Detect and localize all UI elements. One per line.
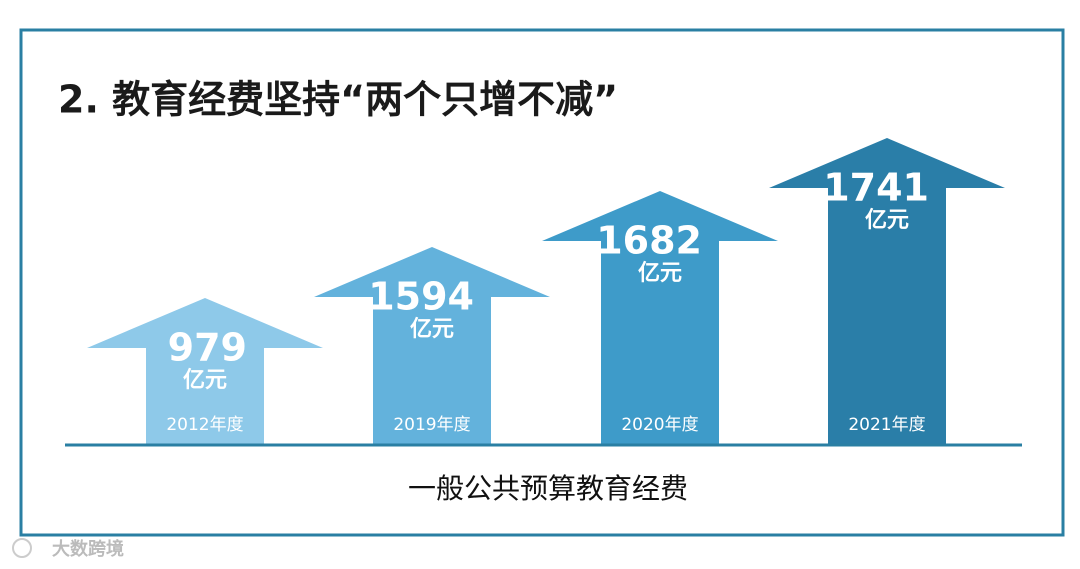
year-label: 2020年度 bbox=[621, 415, 698, 435]
unit-label: 亿元 bbox=[638, 261, 682, 286]
watermark-logo bbox=[12, 538, 32, 558]
year-label: 2012年度 bbox=[166, 415, 243, 435]
arrow bbox=[769, 138, 1005, 444]
arrow bbox=[542, 191, 778, 444]
value-label: 1594 bbox=[368, 275, 474, 319]
arrows: 979亿元2012年度1594亿元2019年度1682亿元2020年度1741亿… bbox=[87, 138, 1005, 444]
value-label: 1741 bbox=[823, 166, 929, 210]
arrow bbox=[87, 298, 323, 444]
year-label: 2021年度 bbox=[848, 415, 925, 435]
unit-label: 亿元 bbox=[865, 208, 909, 233]
value-label: 1682 bbox=[596, 219, 702, 263]
value-label: 979 bbox=[168, 326, 247, 370]
title: 2. 教育经费坚持“两个只增不减” bbox=[58, 78, 618, 122]
watermark: 大数跨境 bbox=[52, 538, 124, 560]
unit-label: 亿元 bbox=[410, 317, 454, 342]
arrow bbox=[314, 247, 550, 444]
unit-label: 亿元 bbox=[183, 368, 227, 393]
year-label: 2019年度 bbox=[393, 415, 470, 435]
caption: 一般公共预算教育经费 bbox=[408, 472, 688, 505]
